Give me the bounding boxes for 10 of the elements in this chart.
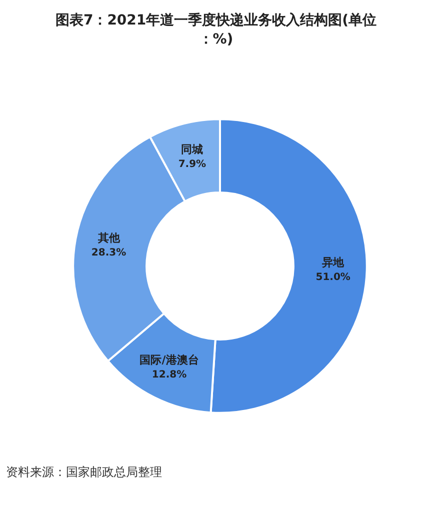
slice-label: 异地 [321, 256, 346, 270]
data-label: 12.8% [152, 370, 187, 381]
text: 资料来源：国家邮政总局整理 [6, 465, 162, 479]
slice-label: 国际/港澳台 [140, 354, 199, 367]
chart-title: 图表7：2021年道一季度快递业务收入结构图(单位：%) [55, 12, 377, 48]
slice-label: 同城 [181, 142, 204, 156]
slice-label: 其他 [96, 232, 121, 245]
data-label: 28.3% [91, 248, 126, 259]
data-label: 7.9% [178, 158, 206, 170]
data-label: 51.0% [316, 272, 350, 284]
